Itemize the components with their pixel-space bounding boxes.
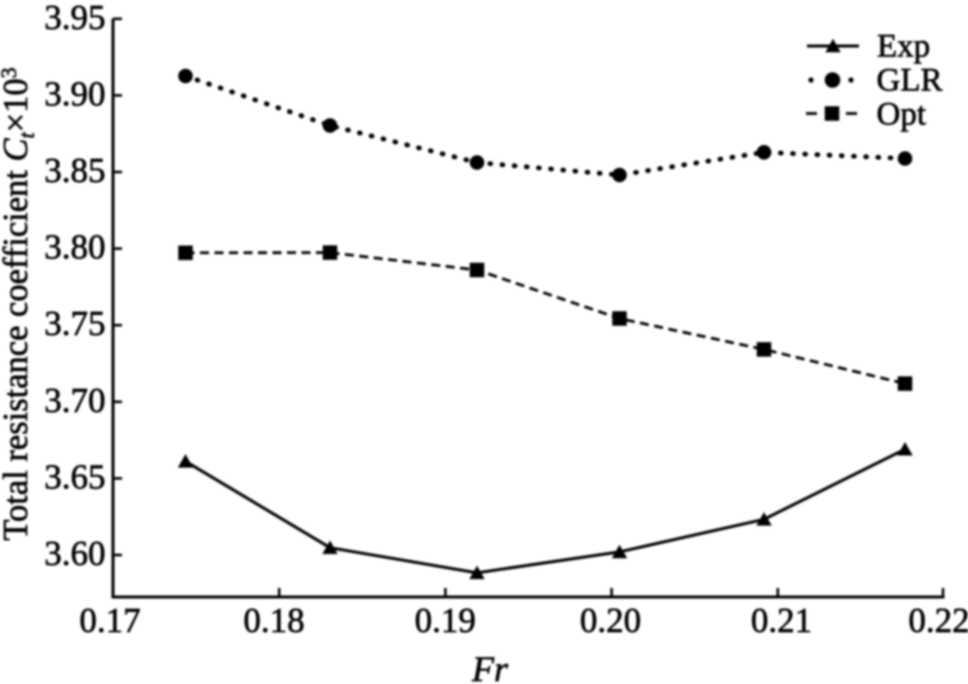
- svg-text:Total resistance coefficient C: Total resistance coefficient Ct×103: [0, 67, 39, 540]
- svg-text:3.80: 3.80: [44, 228, 105, 267]
- svg-text:3.90: 3.90: [44, 74, 105, 113]
- svg-text:0.19: 0.19: [415, 601, 476, 640]
- svg-text:3.70: 3.70: [44, 381, 105, 420]
- svg-text:3.65: 3.65: [44, 457, 105, 496]
- svg-text:3.95: 3.95: [44, 0, 105, 37]
- svg-text:Opt: Opt: [877, 97, 927, 133]
- svg-text:0.21: 0.21: [751, 601, 812, 640]
- svg-text:3.75: 3.75: [44, 304, 105, 343]
- svg-text:0.18: 0.18: [243, 601, 304, 640]
- svg-text:0.17: 0.17: [79, 601, 140, 640]
- svg-text:0.22: 0.22: [908, 601, 968, 640]
- svg-text:Exp: Exp: [877, 29, 930, 65]
- svg-text:0.20: 0.20: [580, 601, 641, 640]
- svg-text:Fr: Fr: [471, 649, 509, 684]
- svg-text:GLR: GLR: [877, 63, 943, 99]
- svg-text:3.85: 3.85: [44, 151, 105, 190]
- svg-text:3.60: 3.60: [44, 534, 105, 573]
